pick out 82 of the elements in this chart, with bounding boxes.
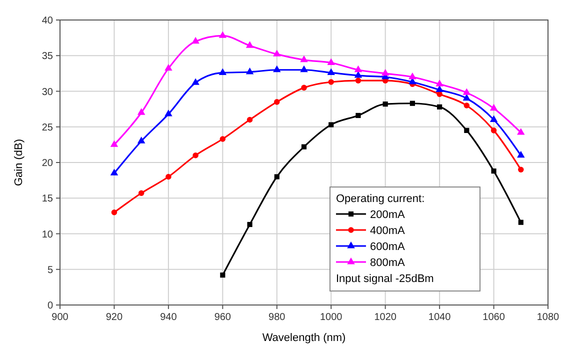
- point: [436, 85, 444, 92]
- point: [110, 140, 118, 147]
- point: [354, 65, 362, 72]
- point: [517, 150, 525, 158]
- point: [490, 128, 497, 134]
- point: [246, 41, 254, 48]
- x-tick-label: 1080: [536, 312, 560, 323]
- point: [110, 168, 118, 176]
- point: [274, 174, 280, 180]
- point: [137, 108, 146, 115]
- point: [490, 104, 498, 111]
- y-tick-label: 40: [42, 16, 54, 26]
- point: [164, 110, 172, 116]
- legend-label: 600mA: [370, 241, 406, 253]
- y-tick-label: 25: [42, 122, 54, 134]
- point: [192, 36, 200, 44]
- annotation: Input signal -25dBm: [336, 273, 434, 285]
- point: [356, 112, 361, 118]
- x-tick-label: 940: [160, 312, 178, 323]
- y-axis-title: Gain (dB): [13, 138, 25, 186]
- y-tick-label: 15: [42, 194, 54, 205]
- point: [437, 104, 442, 110]
- legend-label: 800mA: [370, 257, 406, 269]
- point: [192, 78, 200, 85]
- x-tick-label: 1000: [320, 312, 343, 323]
- y-tick-label: 5: [47, 264, 54, 276]
- x-tick-label: 920: [106, 312, 123, 323]
- x-tick-label: 980: [268, 312, 286, 323]
- point: [220, 136, 226, 142]
- point: [137, 136, 146, 144]
- point: [328, 122, 334, 128]
- point: [464, 128, 470, 133]
- point: [464, 102, 470, 108]
- point: [246, 68, 254, 74]
- point: [517, 128, 525, 135]
- x-tick-label: 960: [214, 312, 232, 323]
- point: [408, 72, 416, 80]
- y-tick-label: 30: [42, 86, 54, 98]
- point: [300, 65, 308, 72]
- y-tick-label: 20: [42, 158, 54, 169]
- point: [300, 55, 308, 62]
- point: [247, 222, 252, 228]
- point: [164, 64, 172, 71]
- point: [462, 94, 471, 101]
- point: [218, 31, 227, 38]
- point: [138, 190, 144, 196]
- legend-label: 400mA: [370, 225, 406, 237]
- point: [301, 84, 307, 91]
- point: [246, 116, 253, 123]
- point: [518, 220, 524, 225]
- y-tick-label: 0: [47, 300, 54, 312]
- point: [355, 78, 362, 84]
- point: [301, 144, 307, 150]
- x-tick-label: 1040: [428, 312, 452, 323]
- point: [166, 174, 172, 180]
- point: [354, 71, 362, 78]
- point: [436, 80, 444, 86]
- point: [111, 210, 118, 216]
- point: [518, 166, 524, 172]
- point: [462, 88, 471, 95]
- x-tick-label: 1060: [482, 312, 506, 323]
- y-tick-label: 10: [42, 229, 54, 240]
- point: [273, 65, 281, 72]
- point: [218, 68, 227, 75]
- point: [410, 100, 415, 106]
- point: [381, 68, 390, 76]
- point: [273, 50, 281, 56]
- point: [274, 99, 280, 105]
- point: [220, 272, 226, 278]
- point: [490, 115, 498, 122]
- x-tick-label: 1020: [374, 312, 397, 323]
- legend-label: 200mA: [370, 209, 406, 221]
- point: [192, 152, 198, 158]
- legend-title: Operating current:: [336, 193, 425, 205]
- point: [491, 168, 496, 174]
- x-tick-label: 900: [52, 312, 69, 323]
- y-tick-label: 35: [42, 51, 54, 62]
- point: [382, 102, 388, 107]
- point: [328, 79, 334, 85]
- point: [327, 58, 335, 65]
- point: [327, 68, 335, 75]
- x-axis-title: Wavelength (nm): [262, 332, 346, 344]
